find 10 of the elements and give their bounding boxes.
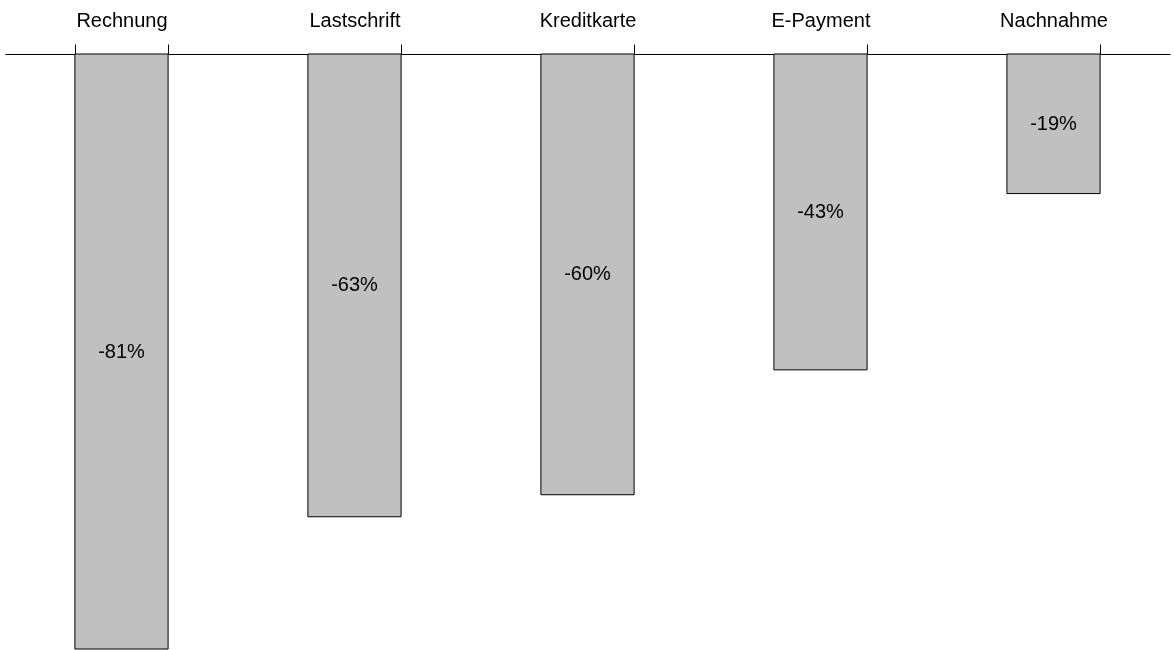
x-tick-label: Lastschrift xyxy=(309,8,402,31)
data-label: -19% xyxy=(1030,111,1078,134)
data-label: -63% xyxy=(331,273,379,296)
x-tick-label: E-Payment xyxy=(771,8,871,31)
data-label: -43% xyxy=(797,199,845,222)
x-tick-label: Kreditkarte xyxy=(539,8,637,31)
x-tick-label: Rechnung xyxy=(76,8,168,31)
x-tick-label: Nachnahme xyxy=(1000,8,1108,31)
data-label: -60% xyxy=(564,262,612,285)
data-label: -81% xyxy=(98,339,146,362)
